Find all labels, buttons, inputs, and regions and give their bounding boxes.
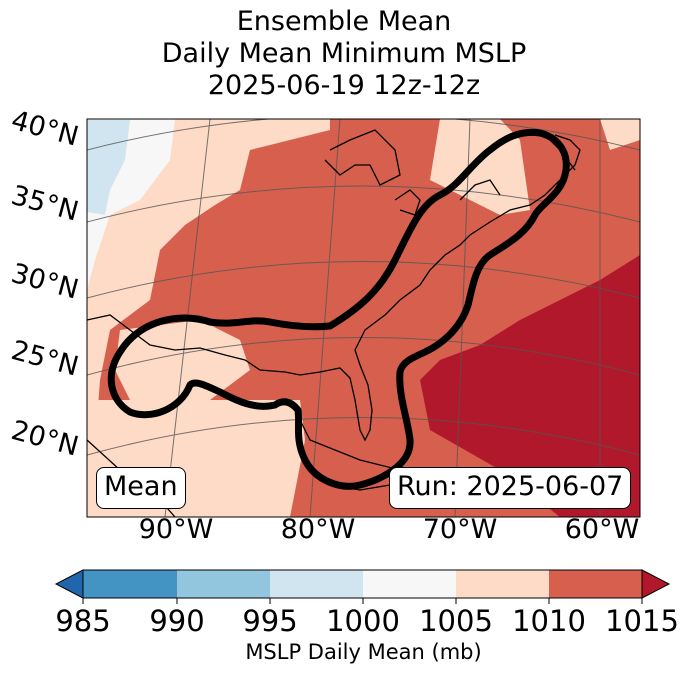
colorbar <box>54 569 671 604</box>
chart-title-line-3: 2025-06-19 12z-12z <box>207 70 481 101</box>
lon-label-90w: 90°W <box>138 514 214 545</box>
chart-title-line-2: Daily Mean Minimum MSLP <box>161 38 527 69</box>
colorbar-label: MSLP Daily Mean (mb) <box>245 640 482 664</box>
ensemble-outline-contour <box>107 128 570 490</box>
colorbar-tick-1010: 1010 <box>512 604 586 638</box>
run-date-box: Run: 2025-06-07 <box>389 467 632 509</box>
colorbar-tick-1015: 1015 <box>605 604 679 638</box>
lon-label-80w: 80°W <box>280 514 356 545</box>
colorbar-extend-low <box>54 569 84 599</box>
mean-label-box: Mean <box>96 467 186 509</box>
colorbar-tick-990: 990 <box>149 604 205 638</box>
colorbar-bin-1005-1010 <box>456 570 549 598</box>
colorbar-bin-995-1000 <box>270 570 363 598</box>
colorbar-bin-1000-1005 <box>363 570 456 598</box>
colorbar-tick-1000: 1000 <box>326 604 400 638</box>
field-1005-1010-east <box>600 119 640 150</box>
colorbar-bin-1010-1015 <box>549 570 642 598</box>
colorbar-tick-995: 995 <box>242 604 298 638</box>
field-1005-1010-west <box>87 119 330 517</box>
colorbar-bin-985-990 <box>83 570 177 598</box>
colorbar-tick-1005: 1005 <box>419 604 493 638</box>
colorbar-tick-985: 985 <box>55 604 111 638</box>
chart-title-line-1: Ensemble Mean <box>236 6 452 37</box>
graticule <box>87 119 640 517</box>
lon-label-70w: 70°W <box>422 514 498 545</box>
colorbar-extend-high <box>641 569 671 599</box>
colorbar-bin-990-995 <box>177 570 270 598</box>
lon-label-60w: 60°W <box>564 514 640 545</box>
map-frame <box>86 118 641 518</box>
field-995-1000 <box>87 120 130 215</box>
field-above-1015 <box>420 255 640 517</box>
